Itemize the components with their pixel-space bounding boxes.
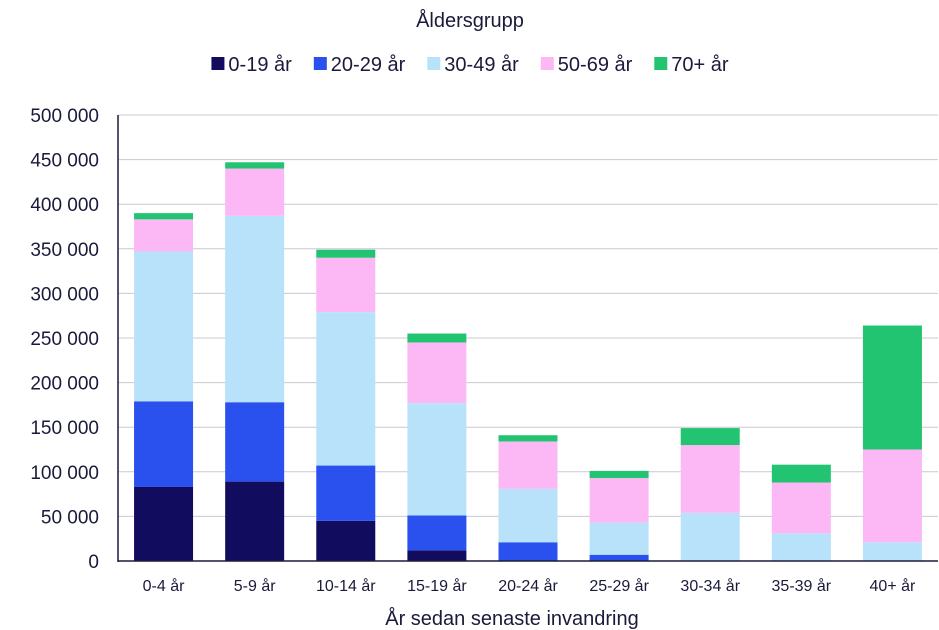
x-tick-label: 10-14 år (316, 577, 376, 595)
bar-segment (225, 215, 285, 403)
bar-segment (862, 325, 922, 450)
y-tick-label: 200 000 (30, 374, 99, 395)
y-tick-label: 250 000 (30, 329, 99, 350)
bar-segment (862, 542, 922, 561)
x-tick-label: 5-9 år (234, 577, 276, 595)
y-tick-label: 400 000 (30, 195, 99, 216)
bar-segment (589, 478, 649, 523)
y-tick-label: 350 000 (30, 240, 99, 261)
legend-label: 20-29 år (331, 54, 406, 76)
bar-segment (134, 219, 194, 252)
bar-segment (589, 470, 649, 479)
bar-segment (316, 257, 376, 313)
y-tick-label: 500 000 (30, 106, 99, 127)
legend-swatch (427, 57, 441, 70)
bar-segment (498, 435, 558, 442)
bar-segment (407, 515, 467, 551)
bar-segment (316, 520, 376, 561)
y-tick-label: 50 000 (41, 507, 99, 528)
bar-segment (407, 403, 467, 516)
bar-segment (316, 312, 376, 466)
x-axis-label: År sedan senaste invandring (385, 607, 639, 630)
y-tick-label: 0 (88, 552, 99, 573)
bar-segment (771, 533, 831, 561)
x-tick-label: 15-19 år (407, 577, 467, 595)
x-tick-label: 0-4 år (143, 577, 185, 595)
x-tick-label: 40+ år (870, 577, 916, 595)
bar-segment (407, 342, 467, 404)
y-tick-label: 450 000 (30, 151, 99, 172)
legend-swatch (654, 57, 668, 70)
bar-segment (680, 445, 740, 513)
x-axis-ticks: 0-4 år 5-9 år 10-14 år 15-19 år 20-24 år 25-2… (143, 577, 916, 595)
bar-segment (134, 213, 194, 220)
y-tick-label: 300 000 (30, 284, 99, 305)
bar-segment (589, 554, 649, 561)
bar-segment (316, 249, 376, 258)
bar-segment (498, 488, 558, 543)
legend-label: 0-19 år (228, 54, 292, 76)
bar-segment (771, 482, 831, 534)
legend-label: 70+ år (671, 54, 729, 76)
bar-segment (316, 465, 376, 521)
bar-segment (771, 464, 831, 483)
x-tick-label: 25-29 år (589, 577, 649, 595)
legend-label: 30-49 år (444, 54, 519, 76)
legend-label: 50-69 år (558, 54, 633, 76)
bar-segment (589, 522, 649, 555)
bar-segment (407, 550, 467, 561)
y-axis-ticks: 0 50 000 100 000 150 000 200 000 250 000 300 0… (30, 106, 99, 573)
legend-swatch (211, 57, 225, 70)
bar-segment (225, 402, 285, 482)
bar-segment (134, 486, 194, 561)
x-tick-label: 20-24 år (498, 577, 558, 595)
legend-swatch (313, 57, 327, 70)
bar-segment (225, 168, 285, 216)
legend-title: Åldersgrupp (416, 9, 524, 32)
bars (134, 162, 922, 561)
x-tick-label: 35-39 år (772, 577, 832, 595)
bar-segment (225, 162, 285, 169)
bar-segment (498, 441, 558, 489)
bar-segment (680, 512, 740, 561)
bar-segment (134, 401, 194, 487)
bar-segment (134, 251, 194, 402)
legend-swatch (540, 57, 554, 70)
y-tick-label: 150 000 (30, 418, 99, 439)
y-tick-label: 100 000 (30, 463, 99, 484)
x-tick-label: 30-34 år (680, 577, 740, 595)
bar-segment (498, 542, 558, 561)
bar-segment (225, 481, 285, 561)
legend: 0-19 år 20-29 år 30-49 år 50-69 år 70+ år (211, 54, 729, 76)
bar-segment (407, 333, 467, 343)
bar-segment (680, 428, 740, 446)
bar-segment (862, 449, 922, 543)
